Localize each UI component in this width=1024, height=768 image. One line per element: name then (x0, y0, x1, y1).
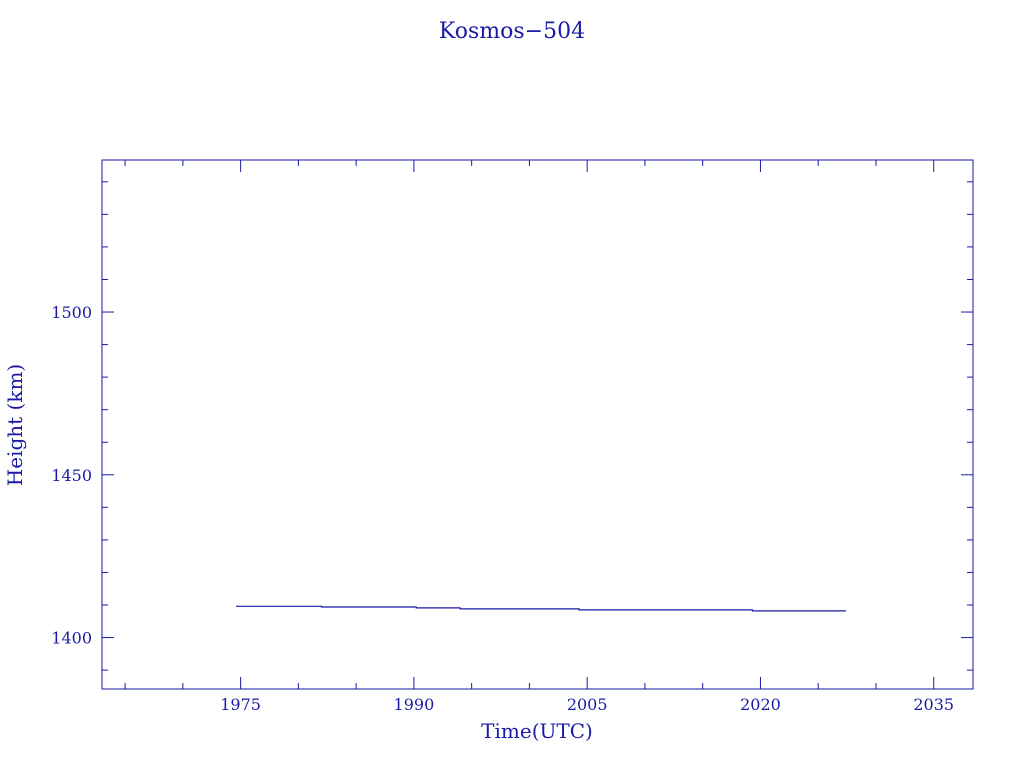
series-group (236, 605, 846, 612)
axis-ticks (102, 160, 973, 689)
y-axis-title: Height (km) (3, 364, 27, 486)
x-axis-title: Time(UTC) (481, 719, 593, 743)
chart-title: Kosmos−504 (439, 19, 585, 44)
y-tick-label: 1400 (51, 629, 92, 648)
x-tick-label: 2035 (913, 695, 954, 714)
x-tick-label: 1975 (220, 695, 261, 714)
y-tick-labels: 1400 1450 1500 (51, 303, 92, 648)
x-tick-label: 1990 (394, 695, 435, 714)
y-tick-label: 1500 (51, 303, 92, 322)
y-tick-label: 1450 (51, 466, 92, 485)
x-tick-label: 2020 (740, 695, 781, 714)
series-line (236, 605, 846, 612)
x-tick-labels: 1975 1990 2005 2020 2035 (220, 695, 954, 714)
plot-frame (101, 159, 974, 690)
x-tick-label: 2005 (567, 695, 608, 714)
